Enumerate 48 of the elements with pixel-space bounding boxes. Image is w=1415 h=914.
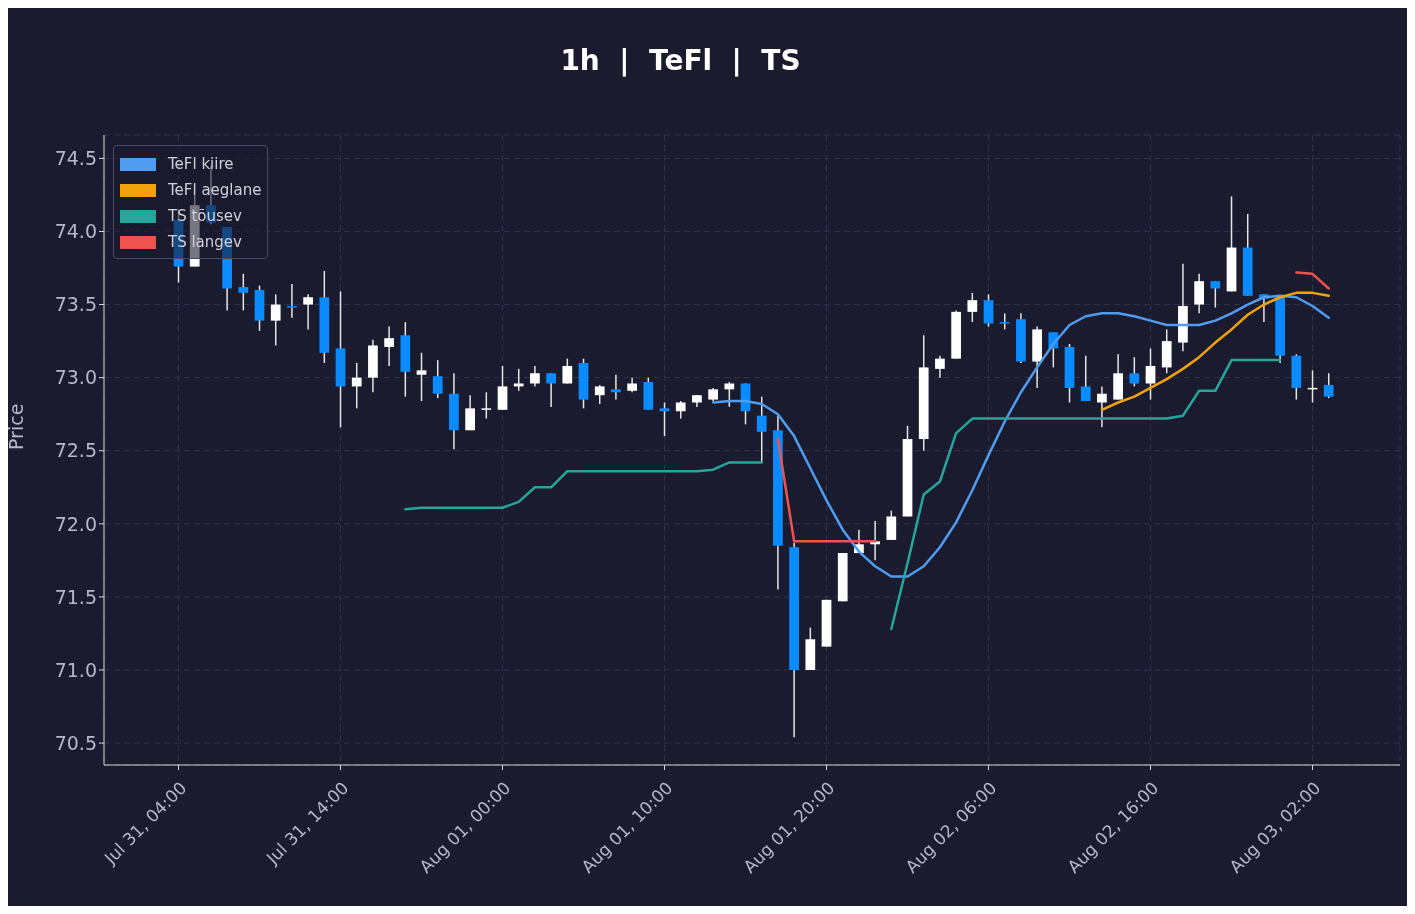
y-tick-label: 72.0	[54, 512, 97, 535]
chart-title: 1h | TeFl | TS	[559, 44, 802, 77]
candlestick	[562, 357, 573, 385]
candlestick	[1129, 356, 1140, 388]
candlestick	[983, 293, 994, 328]
y-tick-label: 71.0	[54, 658, 97, 681]
candlestick	[303, 293, 313, 331]
candlestick	[1194, 273, 1204, 315]
candlestick	[1323, 372, 1334, 399]
candlestick	[546, 372, 556, 408]
y-tick-label: 74.5	[54, 147, 97, 170]
candlestick	[659, 401, 670, 437]
y-axis-title: Price	[4, 403, 27, 450]
y-tick-label: 73.5	[54, 293, 97, 316]
y-tick-label: 72.5	[54, 439, 97, 462]
candlestick	[465, 394, 475, 432]
y-tick-label: 70.5	[54, 731, 97, 754]
candlestick	[1145, 347, 1156, 401]
legend-label: TeFl kiire	[168, 155, 234, 173]
candlestick	[967, 292, 978, 323]
candlestick	[351, 362, 362, 410]
y-tick-label: 74.0	[54, 220, 97, 243]
candlestick	[1080, 354, 1091, 402]
y-tick-label: 71.5	[54, 585, 97, 608]
candlestick	[594, 384, 605, 405]
candlestick	[238, 273, 249, 312]
candlestick	[530, 365, 540, 388]
legend-label: TS langev	[168, 233, 242, 251]
candlestick	[1210, 280, 1221, 309]
candlestick	[270, 293, 281, 347]
legend-label: TeFl aeglane	[168, 181, 262, 199]
legend-label: TS tõusev	[168, 207, 242, 225]
candlestick	[287, 283, 297, 319]
candlestick	[384, 325, 394, 367]
candlestick	[886, 509, 897, 541]
line-series	[1100, 291, 1330, 412]
candlestick	[481, 391, 492, 420]
candlestick	[416, 352, 427, 402]
candlestick	[497, 365, 508, 411]
candlestick	[1097, 385, 1107, 429]
candlestick	[513, 368, 524, 392]
y-tick-label: 73.0	[54, 366, 97, 389]
candlestick	[432, 359, 443, 399]
candlestick	[724, 381, 735, 408]
candlestick	[611, 373, 621, 401]
candlestick	[756, 395, 767, 464]
candlestick	[935, 354, 945, 379]
line-series	[711, 294, 1330, 578]
